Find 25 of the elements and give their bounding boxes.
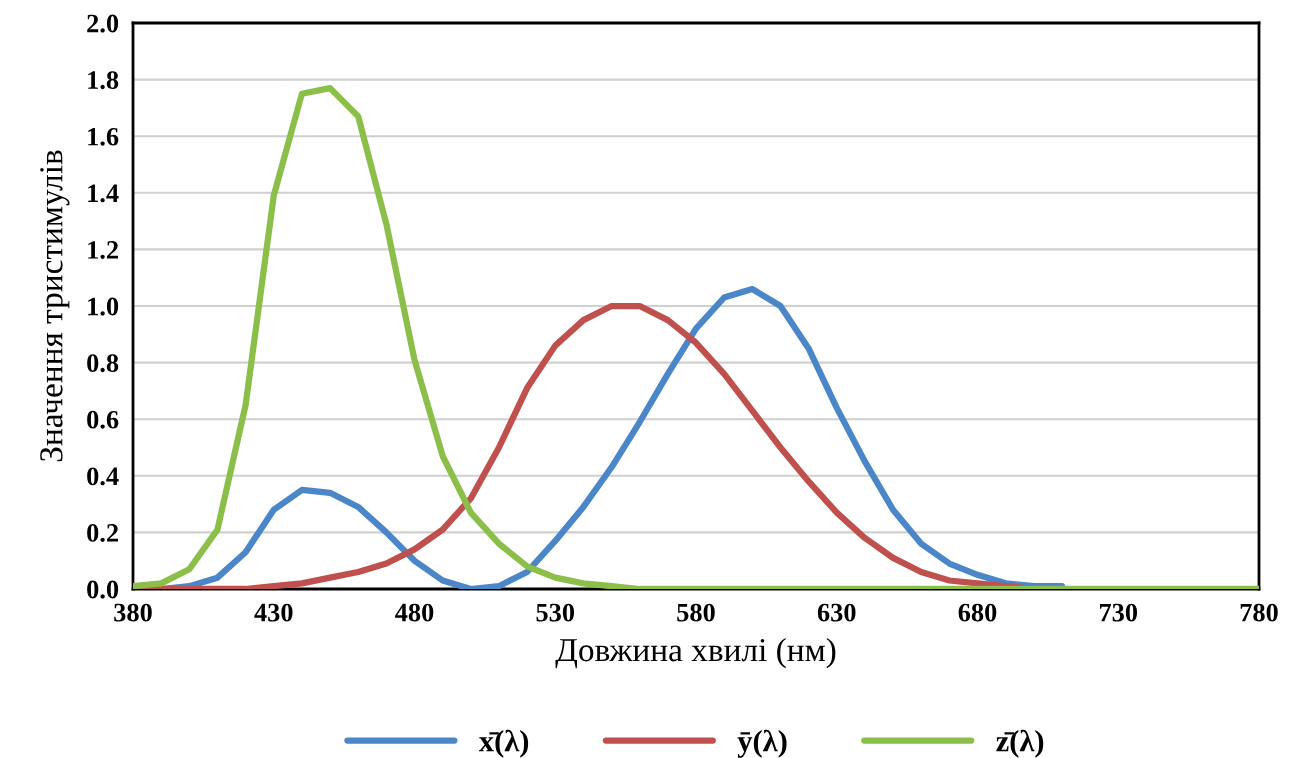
y-tick-label: 0.4 — [87, 467, 119, 486]
y-tick-label: 1.0 — [88, 297, 119, 316]
x-tick-label: 430 — [254, 603, 293, 622]
x-tick-label: 730 — [1099, 603, 1138, 622]
y-tick-label: 1.8 — [88, 71, 119, 90]
y-tick-label: 1.4 — [88, 184, 119, 203]
x-tick-label: 630 — [817, 603, 856, 622]
y-tick-label: 0.6 — [87, 410, 119, 429]
x-tick-label: 380 — [114, 603, 152, 622]
y-tick-label: 2.0 — [87, 14, 119, 33]
y-tick-label: 0.8 — [87, 354, 119, 373]
y-tick-label: 0.2 — [87, 524, 118, 542]
x-tick-label: 680 — [958, 603, 997, 622]
x-axis-title: Довжина хвилі (нм) — [555, 637, 836, 669]
x-tick-label: 780 — [1240, 603, 1278, 622]
legend-label: z̄(λ) — [996, 729, 1044, 758]
y-tick-label: 1.2 — [88, 241, 118, 259]
legend-label: ȳ(λ) — [737, 729, 787, 758]
legend-label: x̄(λ) — [478, 729, 529, 758]
y-tick-label: 0.0 — [87, 580, 119, 599]
x-tick-label: 480 — [395, 603, 434, 622]
x-tick-label: 530 — [536, 603, 575, 622]
y-tick-label: 1.6 — [88, 127, 119, 146]
y-axis-title: Значення тристимулів — [40, 150, 70, 462]
x-tick-label: 580 — [677, 603, 715, 622]
